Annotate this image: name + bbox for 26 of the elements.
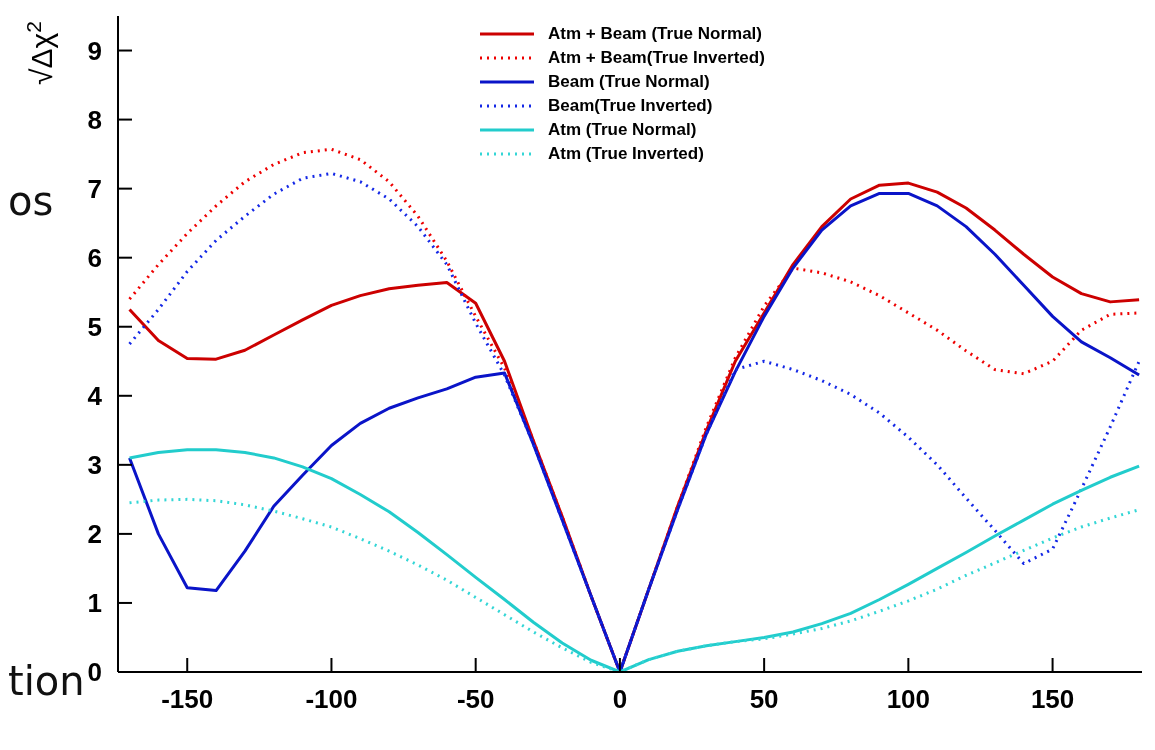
x-tick-label: -100 — [305, 684, 358, 715]
line-series — [128, 448, 1141, 672]
legend-label: Beam (True Normal) — [548, 72, 710, 92]
text: os — [8, 178, 54, 224]
legend-label: Atm + Beam (True Normal) — [548, 24, 762, 44]
y-tick-label: 8 — [87, 104, 102, 135]
x-tick-label: 100 — [886, 684, 931, 715]
y-tick-label: 6 — [87, 242, 102, 273]
y-tick-label: 4 — [87, 381, 103, 412]
x-tick-label: -50 — [456, 684, 495, 715]
text: tion — [8, 658, 85, 704]
x-tick-label: 0 — [612, 684, 628, 715]
x-tick-label: 150 — [1030, 684, 1075, 715]
y-tick-label: 3 — [87, 450, 102, 481]
legend-label: Atm + Beam(True Inverted) — [548, 48, 765, 68]
legend-label: Beam(True Inverted) — [548, 96, 713, 116]
x-tick-label: 50 — [749, 684, 779, 715]
y-tick-label: 1 — [87, 588, 102, 619]
y-tick-label: 2 — [87, 519, 102, 550]
y-tick-label: 9 — [87, 35, 102, 66]
legend-label: Atm (True Inverted) — [548, 144, 704, 164]
legend-label: Atm (True Normal) — [548, 120, 697, 140]
y-tick-label: 5 — [87, 311, 102, 342]
x-tick-label: -150 — [161, 684, 214, 715]
y-tick-label: 7 — [87, 173, 102, 204]
y-tick-label: 0 — [87, 657, 102, 688]
